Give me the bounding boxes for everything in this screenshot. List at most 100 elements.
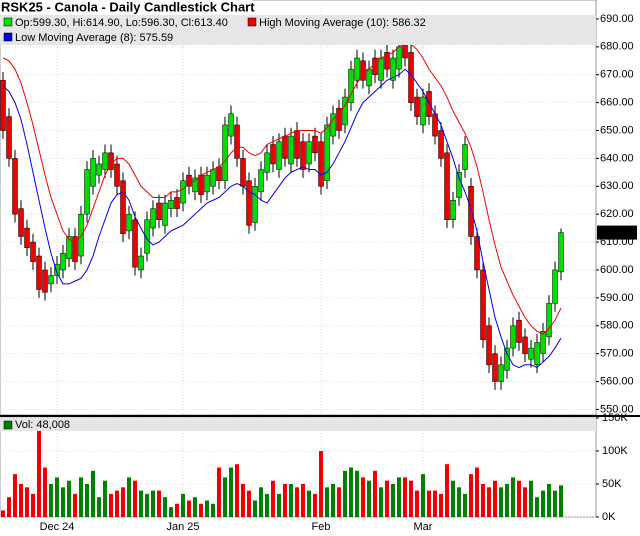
candle-body	[180, 180, 186, 204]
candle-body	[450, 199, 456, 221]
volume-bar	[175, 503, 179, 517]
candle-body	[516, 319, 522, 343]
candle-body	[360, 60, 366, 81]
volume-bar	[343, 470, 347, 517]
y-tick-label: 630.00	[600, 180, 634, 192]
volume-bar	[475, 467, 479, 517]
volume-bar	[211, 503, 215, 517]
volume-bar	[553, 490, 557, 517]
candle-body	[528, 347, 534, 360]
candle-body	[78, 213, 84, 257]
volume-bar	[493, 480, 497, 517]
price-panel	[0, 0, 597, 416]
volume-bar	[193, 497, 197, 517]
candle-body	[540, 331, 546, 354]
candle-body	[210, 169, 216, 187]
volume-bar	[37, 421, 41, 517]
volume-bar	[241, 484, 245, 517]
candle-body	[192, 177, 198, 193]
candle-body	[162, 202, 168, 226]
volume-bar	[205, 500, 209, 517]
volume-bar	[145, 493, 149, 517]
y-tick-label: 670.00	[600, 69, 634, 81]
candle-body	[150, 208, 156, 229]
y-tick-label: 660.00	[600, 97, 634, 109]
candle-body	[384, 52, 390, 70]
candle-body	[126, 213, 132, 232]
candle-body	[504, 347, 510, 371]
volume-bar	[385, 480, 389, 517]
last-price-tag	[597, 225, 637, 240]
candle-body	[378, 57, 384, 81]
candle-body	[54, 264, 60, 276]
volume-bar	[115, 490, 119, 517]
legend-entry: Op:599.30, Hi:614.90, Lo:596.30, Cl:613.…	[15, 17, 228, 29]
y-tick-label: 550.00	[600, 403, 634, 415]
candle-body	[330, 113, 336, 137]
x-tick-label: Mar	[414, 521, 433, 533]
title-box	[0, 0, 252, 15]
candle-body	[426, 91, 432, 117]
volume-bar	[235, 464, 239, 517]
candle-body	[270, 144, 276, 165]
volume-bar	[259, 487, 263, 517]
candle-body	[102, 152, 108, 170]
candle-body	[18, 208, 24, 237]
volume-bar	[319, 451, 323, 517]
volume-bar	[301, 484, 305, 517]
volume-bar	[25, 487, 29, 517]
volume-bar	[379, 487, 383, 517]
legend-swatch	[3, 32, 13, 42]
y-tick-label: 0K	[602, 511, 616, 523]
candle-body	[120, 180, 126, 234]
candle-body	[438, 130, 444, 159]
candle-body	[168, 199, 174, 209]
x-tick-label: Feb	[312, 521, 331, 533]
candle-body	[324, 124, 330, 181]
volume-bar	[7, 497, 11, 517]
candle-body	[522, 336, 528, 354]
candle-body	[348, 68, 354, 103]
candle-body	[96, 163, 102, 176]
candle-body	[84, 169, 90, 215]
volume-bar	[355, 470, 359, 517]
volume-bar	[397, 477, 401, 517]
volume-bar	[139, 490, 143, 517]
y-tick-label: 580.00	[600, 320, 634, 332]
volume-bar	[421, 474, 425, 517]
last-price-label: 613.40	[599, 226, 633, 238]
candle-body	[468, 186, 474, 237]
volume-bar	[463, 493, 467, 517]
candle-body	[204, 174, 210, 193]
volume-bar	[277, 493, 281, 517]
candle-body	[372, 57, 378, 75]
candle-body	[342, 96, 348, 126]
candle-body	[318, 141, 324, 187]
candle-body	[558, 232, 564, 273]
legend-entry: Low Moving Average (8): 575.59	[15, 32, 173, 44]
candle-body	[48, 275, 54, 285]
volume-bar	[229, 467, 233, 517]
y-tick-label: 150K	[602, 412, 628, 424]
y-tick-label: 600.00	[600, 264, 634, 276]
candle-body	[306, 141, 312, 165]
y-tick-label: 560.00	[600, 375, 634, 387]
volume-bar	[427, 490, 431, 517]
y-tick-label: 570.00	[600, 348, 634, 360]
candle-body	[498, 364, 504, 382]
volume-bar	[559, 485, 563, 517]
volume-bar	[169, 507, 173, 517]
candle-body	[198, 174, 204, 195]
volume-bar	[367, 480, 371, 517]
volume-bar	[271, 480, 275, 517]
volume-bar	[43, 467, 47, 517]
volume-bar	[295, 487, 299, 517]
volume-bar	[349, 467, 353, 517]
candle-body	[534, 342, 540, 366]
candle-body	[390, 57, 396, 81]
x-tick-label: Dec 24	[40, 521, 75, 533]
volume-bar	[13, 474, 17, 517]
candle-body	[510, 325, 516, 349]
candle-body	[216, 166, 222, 181]
